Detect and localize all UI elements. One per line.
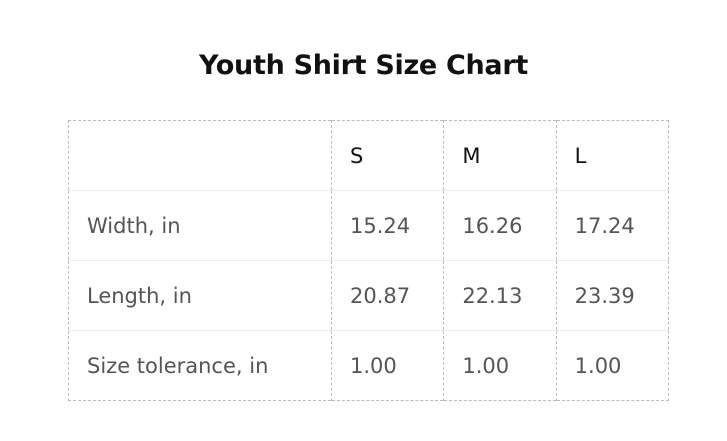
- table-cell: 17.24: [555, 190, 669, 261]
- table-cell: 1.00: [443, 330, 557, 401]
- table-cell: 16.26: [443, 190, 557, 261]
- header-cell-empty: [69, 121, 332, 191]
- table-row: Size tolerance, in 1.00 1.00 1.00: [68, 330, 669, 401]
- table-cell: 22.13: [443, 260, 557, 331]
- row-label: Size tolerance, in: [68, 330, 332, 401]
- table-header-row: S M L: [69, 120, 669, 191]
- header-cell-l: L: [555, 120, 669, 191]
- table-cell: 1.00: [330, 330, 444, 401]
- table-row: Width, in 15.24 16.26 17.24: [68, 190, 669, 261]
- page-title: Youth Shirt Size Chart: [199, 50, 528, 81]
- size-chart-table: S M L Width, in 15.24 16.26 17.24 Length…: [68, 120, 669, 401]
- table-cell: 15.24: [330, 190, 444, 261]
- row-label: Length, in: [68, 260, 332, 331]
- table-cell: 1.00: [555, 330, 669, 401]
- table-cell: 20.87: [330, 260, 444, 331]
- row-label: Width, in: [68, 190, 332, 261]
- header-cell-m: M: [443, 120, 557, 191]
- header-cell-s: S: [330, 120, 444, 191]
- table-cell: 23.39: [555, 260, 669, 331]
- table-row: Length, in 20.87 22.13 23.39: [68, 260, 669, 331]
